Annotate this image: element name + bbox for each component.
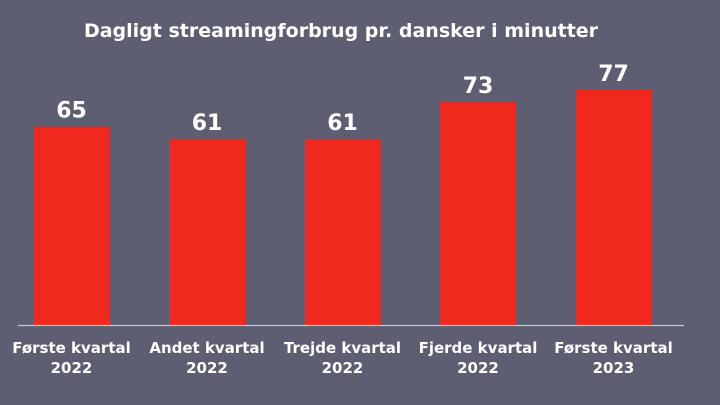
- value-label-5: 77: [598, 62, 629, 87]
- value-label-4: 73: [463, 74, 494, 99]
- category-label-4-line-2: 2022: [457, 359, 499, 377]
- category-label-3-line-2: 2022: [322, 359, 364, 377]
- category-label-2: Andet kvartal 2022: [149, 339, 264, 377]
- category-label-3-line-1: Trejde kvartal: [284, 339, 401, 357]
- chart-title: Dagligt streamingforbrug pr. dansker i m…: [84, 20, 599, 42]
- category-label-5: Første kvartal 2023: [554, 339, 673, 377]
- bar-1: [33, 126, 110, 325]
- category-label-5-line-2: 2023: [593, 359, 635, 377]
- bars-group: 65 61 61 73 77: [33, 62, 652, 325]
- category-label-3: Trejde kvartal 2022: [284, 339, 401, 377]
- bar-5: [575, 90, 652, 325]
- category-label-4-line-1: Fjerde kvartal: [419, 339, 538, 357]
- category-label-4: Fjerde kvartal 2022: [419, 339, 538, 377]
- value-label-2: 61: [192, 111, 223, 136]
- category-label-2-line-2: 2022: [186, 359, 228, 377]
- value-label-3: 61: [327, 111, 358, 136]
- category-label-5-line-1: Første kvartal: [554, 339, 673, 357]
- value-label-1: 65: [56, 99, 87, 124]
- category-label-1-line-1: Første kvartal: [12, 339, 131, 357]
- category-label-2-line-1: Andet kvartal: [149, 339, 264, 357]
- bar-3: [304, 138, 381, 325]
- category-label-1-line-2: 2022: [51, 359, 93, 377]
- category-label-1: Første kvartal 2022: [12, 339, 131, 377]
- bar-4: [440, 102, 516, 325]
- bar-2: [169, 138, 245, 325]
